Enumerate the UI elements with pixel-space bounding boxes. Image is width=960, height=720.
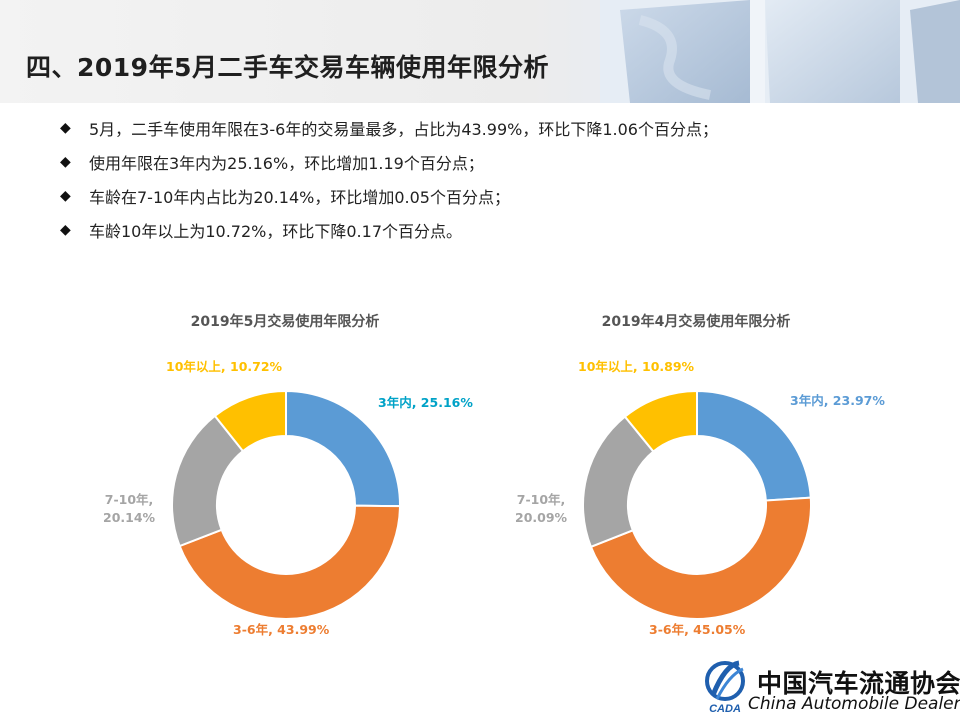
slice-label-3-6yr: 3-6年, 45.05% [649,622,746,637]
slice-label-10yr-plus: 10年以上, 10.89% [578,359,695,374]
chart-title: 2019年5月交易使用年限分析 [190,314,380,330]
diamond-bullet-icon: ◆ [60,120,71,136]
bullet-text: 5月，二手车使用年限在3-6年的交易量最多，占比为43.99%，环比下降1.06… [89,120,718,139]
chart-may: 2019年5月交易使用年限分析 3年内, 25.16% 3-6年, 43.99%… [75,300,495,660]
slice-label-3-6yr: 3-6年, 43.99% [233,622,330,637]
slice-label-7-10yr: 7-10年, 20.14% [103,491,155,527]
donut-chart-april [582,389,812,620]
org-name-en: China Automobile Dealers [748,694,960,714]
diamond-bullet-icon: ◆ [60,154,71,170]
slice-label-10yr-plus: 10年以上, 10.72% [166,359,283,374]
slice-3yr [285,389,401,508]
slice-label-7-10yr-line2: 20.09% [515,510,568,525]
bullet-text: 车龄在7-10年内占比为20.14%，环比增加0.05个百分点； [89,188,510,207]
bullet-item: ◆ 5月，二手车使用年限在3-6年的交易量最多，占比为43.99%，环比下降1.… [60,111,940,145]
slice-label-7-10yr-line1: 7-10年, [104,492,154,507]
cubes-decoration [600,0,960,103]
bullet-item: ◆ 车龄在7-10年内占比为20.14%，环比增加0.05个百分点； [60,179,940,213]
slice-10yr-plus [213,389,287,453]
slice-label-3yr: 3年内, 23.97% [790,393,885,408]
cada-logo-icon: CADA [705,660,745,715]
logo-text: CADA [709,703,741,715]
slice-label-7-10yr: 7-10年, 20.09% [515,491,567,527]
slice-10yr-plus [623,389,698,453]
diamond-bullet-icon: ◆ [60,188,71,204]
bullet-item: ◆ 车龄10年以上为10.72%，环比下降0.17个百分点。 [60,213,940,247]
page-title: 四、2019年5月二手车交易车辆使用年限分析 [26,53,549,82]
slice-label-3yr: 3年内, 25.16% [378,395,473,410]
chart-title: 2019年4月交易使用年限分析 [601,314,791,330]
donut-chart-may [171,389,402,620]
bullet-text: 使用年限在3年内为25.16%，环比增加1.19个百分点； [89,154,484,173]
slice-label-7-10yr-line1: 7-10年, [516,492,566,507]
diamond-bullet-icon: ◆ [60,222,71,238]
org-name-cn: 中国汽车流通协会 [757,669,960,698]
chart-april: 2019年4月交易使用年限分析 3年内, 23.97% 3-6年, 45.05%… [486,300,906,660]
slice-3-6yr [589,496,812,620]
slice-label-7-10yr-line2: 20.14% [103,510,156,525]
slice-3-6yr [178,504,402,620]
bullet-text: 车龄10年以上为10.72%，环比下降0.17个百分点。 [89,222,462,241]
bullet-list: ◆ 5月，二手车使用年限在3-6年的交易量最多，占比为43.99%，环比下降1.… [60,111,940,247]
bullet-item: ◆ 使用年限在3年内为25.16%，环比增加1.19个百分点； [60,145,940,179]
header-banner: 四、2019年5月二手车交易车辆使用年限分析 [0,0,960,103]
